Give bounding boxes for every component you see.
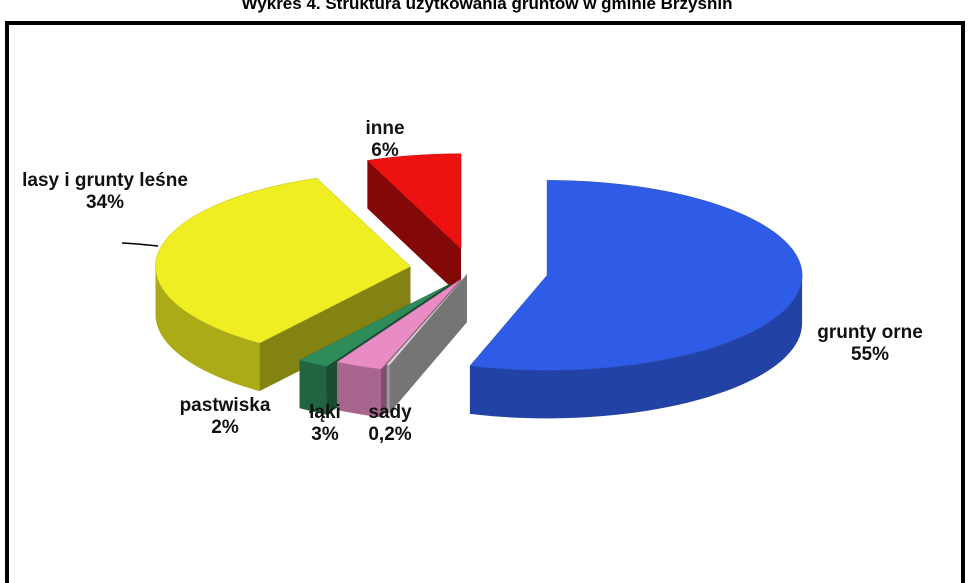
- slice-label: grunty orne 55%: [790, 322, 950, 366]
- slice-wall: [259, 266, 411, 392]
- category-label: grunty orne: [817, 322, 923, 343]
- value-label: 6%: [371, 140, 399, 161]
- category-label: inne: [365, 118, 405, 139]
- slice-label: inne 6%: [345, 118, 425, 162]
- category-label: sady: [368, 402, 412, 423]
- value-label: 0,2%: [368, 424, 412, 445]
- value-label: 55%: [850, 344, 890, 365]
- slice-wall: [367, 160, 462, 297]
- category-label: łąki: [309, 402, 341, 423]
- slice: [298, 283, 451, 367]
- slice: [366, 153, 462, 250]
- slice: [469, 180, 803, 371]
- slice-label: pastwiska 2%: [170, 395, 280, 439]
- chart-frame: [5, 21, 965, 583]
- slice: [336, 278, 462, 370]
- slice: [155, 177, 411, 344]
- category-label: lasy i grunty leśne: [22, 170, 188, 191]
- slice-label: sady 0,2%: [355, 402, 425, 446]
- value-label: 2%: [211, 417, 239, 438]
- slice-label: łąki 3%: [300, 402, 350, 446]
- value-label: 3%: [311, 424, 339, 445]
- category-label: pastwiska: [179, 395, 271, 416]
- slice-side: [299, 360, 327, 415]
- slice: [386, 274, 468, 366]
- slice-side: [337, 362, 381, 418]
- chart-title: Wykres 4. Struktura użytkowania gruntów …: [241, 0, 733, 13]
- slice-side: [386, 364, 390, 413]
- leader-line: [121, 242, 159, 247]
- slice-side: [469, 275, 803, 419]
- slice-wall: [386, 274, 467, 413]
- slice-side: [155, 266, 260, 392]
- slice-label: lasy i grunty leśne 34%: [15, 170, 195, 214]
- value-label: 34%: [85, 192, 125, 213]
